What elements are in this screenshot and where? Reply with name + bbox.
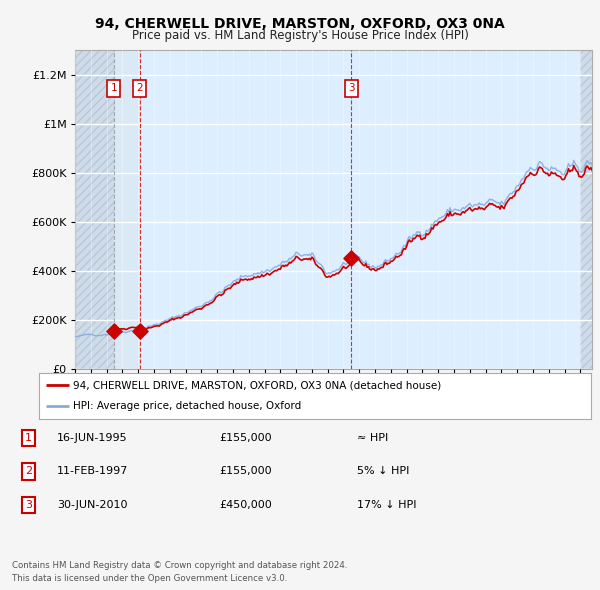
Bar (351, 50, 592, 369)
Bar (75, 50, 114, 369)
Text: ≈ HPI: ≈ HPI (357, 433, 388, 442)
Point (135, 326, 145, 336)
Text: £450,000: £450,000 (219, 500, 272, 510)
Point (109, 326, 119, 336)
Text: £155,000: £155,000 (219, 433, 272, 442)
Text: 16-JUN-1995: 16-JUN-1995 (57, 433, 128, 442)
Text: HPI: Average price, detached house, Oxford: HPI: Average price, detached house, Oxfo… (73, 401, 301, 411)
Text: 1: 1 (110, 83, 117, 93)
Text: 1: 1 (25, 433, 32, 442)
Text: 2: 2 (137, 83, 143, 93)
Text: Contains HM Land Registry data © Crown copyright and database right 2024.
This d: Contains HM Land Registry data © Crown c… (12, 562, 347, 583)
Text: 94, CHERWELL DRIVE, MARSTON, OXFORD, OX3 0NA: 94, CHERWELL DRIVE, MARSTON, OXFORD, OX3… (95, 17, 505, 31)
Point (346, 254, 356, 263)
Text: 30-JUN-2010: 30-JUN-2010 (57, 500, 128, 510)
Bar (114, 50, 140, 369)
Text: 2: 2 (25, 467, 32, 476)
Text: £155,000: £155,000 (219, 467, 272, 476)
Text: 11-FEB-1997: 11-FEB-1997 (57, 467, 128, 476)
Bar (580, 50, 592, 369)
Text: Price paid vs. HM Land Registry's House Price Index (HPI): Price paid vs. HM Land Registry's House … (131, 30, 469, 42)
Text: 5% ↓ HPI: 5% ↓ HPI (357, 467, 409, 476)
Text: 3: 3 (348, 83, 355, 93)
Text: 17% ↓ HPI: 17% ↓ HPI (357, 500, 416, 510)
Text: 94, CHERWELL DRIVE, MARSTON, OXFORD, OX3 0NA (detached house): 94, CHERWELL DRIVE, MARSTON, OXFORD, OX3… (73, 381, 442, 391)
Text: 3: 3 (25, 500, 32, 510)
